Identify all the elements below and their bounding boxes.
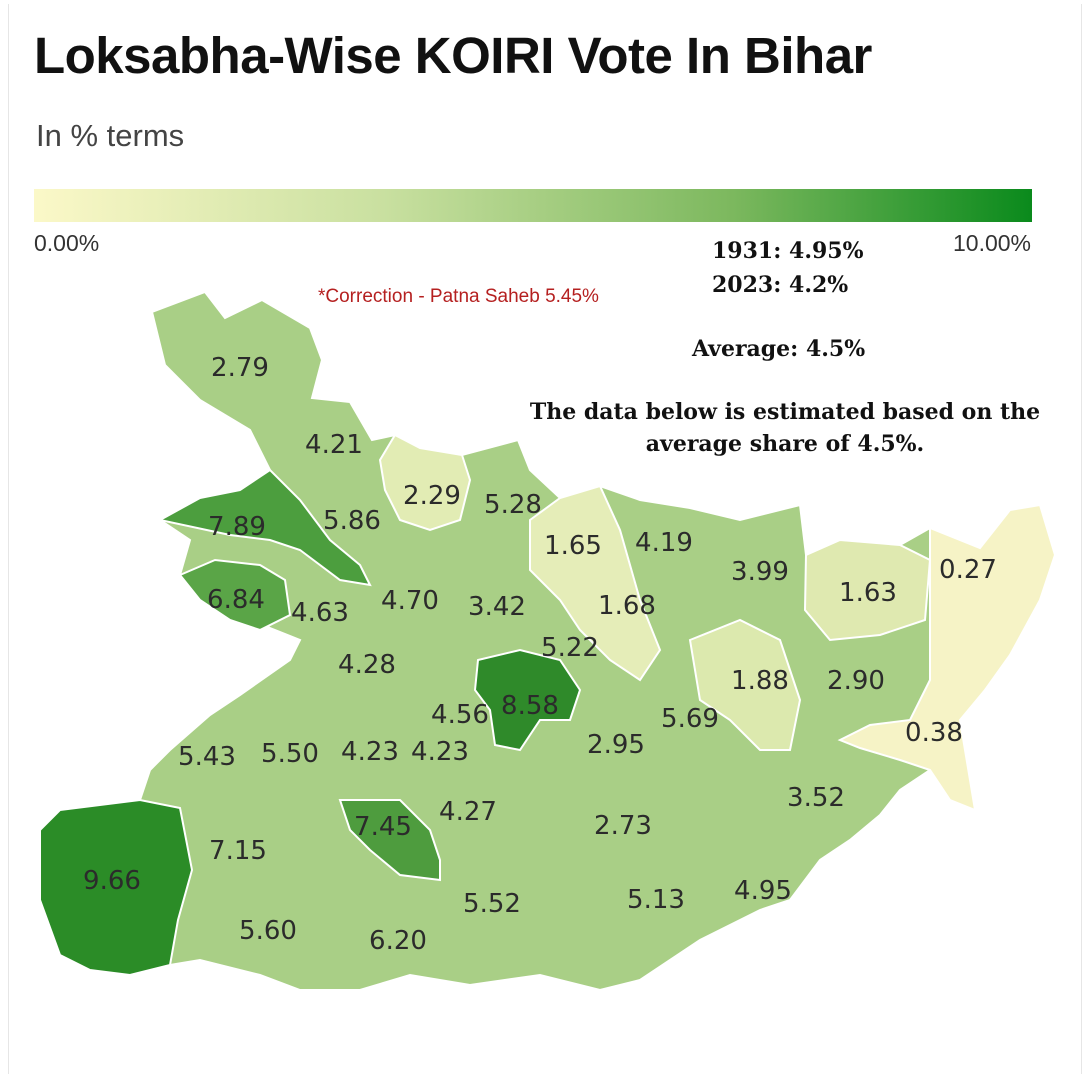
region-shape-west-champaran: [157, 468, 372, 587]
region-value-label: 5.22: [541, 633, 599, 663]
region-value-label: 2.90: [827, 666, 885, 696]
region-value-label: 4.27: [439, 797, 497, 827]
region-value-label: 6.84: [207, 585, 265, 615]
region-value-label: 4.23: [411, 737, 469, 767]
region-value-label: 5.13: [627, 885, 685, 915]
legend-max-label: 10.00%: [952, 230, 1031, 256]
region-value-label: 1.88: [731, 666, 789, 696]
region-value-label: 2.29: [403, 481, 461, 511]
region-shape-munger: [688, 618, 802, 751]
region-value-label: 5.50: [261, 739, 319, 769]
region-value-label: 4.56: [431, 700, 489, 730]
region-value-label: 3.99: [731, 557, 789, 587]
map-title: Loksabha-Wise KOIRI Vote In Bihar: [34, 27, 872, 84]
region-value-label: 0.38: [905, 718, 963, 748]
color-scale-legend: [34, 189, 1032, 222]
region-value-label: 5.86: [323, 506, 381, 536]
region-value-label: 4.70: [381, 586, 439, 616]
region-value-label: 5.60: [239, 916, 297, 946]
region-value-label: 3.52: [787, 783, 845, 813]
region-shape-north-light: [529, 484, 662, 682]
region-shape-patna: [473, 648, 582, 752]
region-value-label: 4.19: [635, 528, 693, 558]
region-shape-east-light: [837, 503, 1057, 812]
region-value-label: 2.95: [587, 730, 645, 760]
region-value-label: 1.65: [544, 531, 602, 561]
legend-min-label: 0.00%: [34, 230, 100, 256]
region-value-label: 4.95: [734, 876, 792, 906]
region-value-label: 9.66: [83, 866, 141, 896]
region-shape-kaimur: [39, 798, 194, 977]
region-value-label: 2.79: [211, 353, 269, 383]
region-shape-sitamarhi: [378, 433, 472, 532]
census-1931-note: 1931: 4.95%: [712, 238, 864, 264]
region-value-label: 0.27: [939, 555, 997, 585]
region-value-label: 5.69: [661, 704, 719, 734]
region-value-label: 5.52: [463, 889, 521, 919]
bihar-outline: [36, 290, 1057, 992]
region-value-label: 4.21: [305, 430, 363, 460]
region-value-label: 4.63: [291, 598, 349, 628]
region-shape-purnia: [803, 538, 932, 642]
region-value-label: 6.20: [369, 926, 427, 956]
region-value-label: 4.23: [341, 737, 399, 767]
region-value-label: 2.73: [594, 811, 652, 841]
correction-note: *Correction - Patna Saheb 5.45%: [318, 286, 599, 307]
region-value-label: 4.28: [338, 650, 396, 680]
region-value-label: 7.89: [208, 512, 266, 542]
region-value-label: 1.63: [839, 578, 897, 608]
average-note: Average: 4.5%: [692, 336, 866, 362]
region-value-label: 8.58: [501, 691, 559, 721]
region-shape-gaya: [338, 799, 441, 882]
region-value-label: 7.45: [354, 812, 412, 842]
region-value-label: 1.68: [598, 591, 656, 621]
map-subtitle: In % terms: [36, 118, 185, 153]
region-value-label: 5.28: [484, 490, 542, 520]
estimate-note: The data below is estimated based on the…: [529, 399, 1041, 457]
census-2023-note: 2023: 4.2%: [712, 272, 849, 298]
region-value-label: 7.15: [209, 836, 267, 866]
region-value-label: 3.42: [468, 592, 526, 622]
region-shape-siwan: [178, 558, 292, 632]
chart-frame: [8, 4, 1082, 1074]
region-value-label: 5.43: [178, 742, 236, 772]
